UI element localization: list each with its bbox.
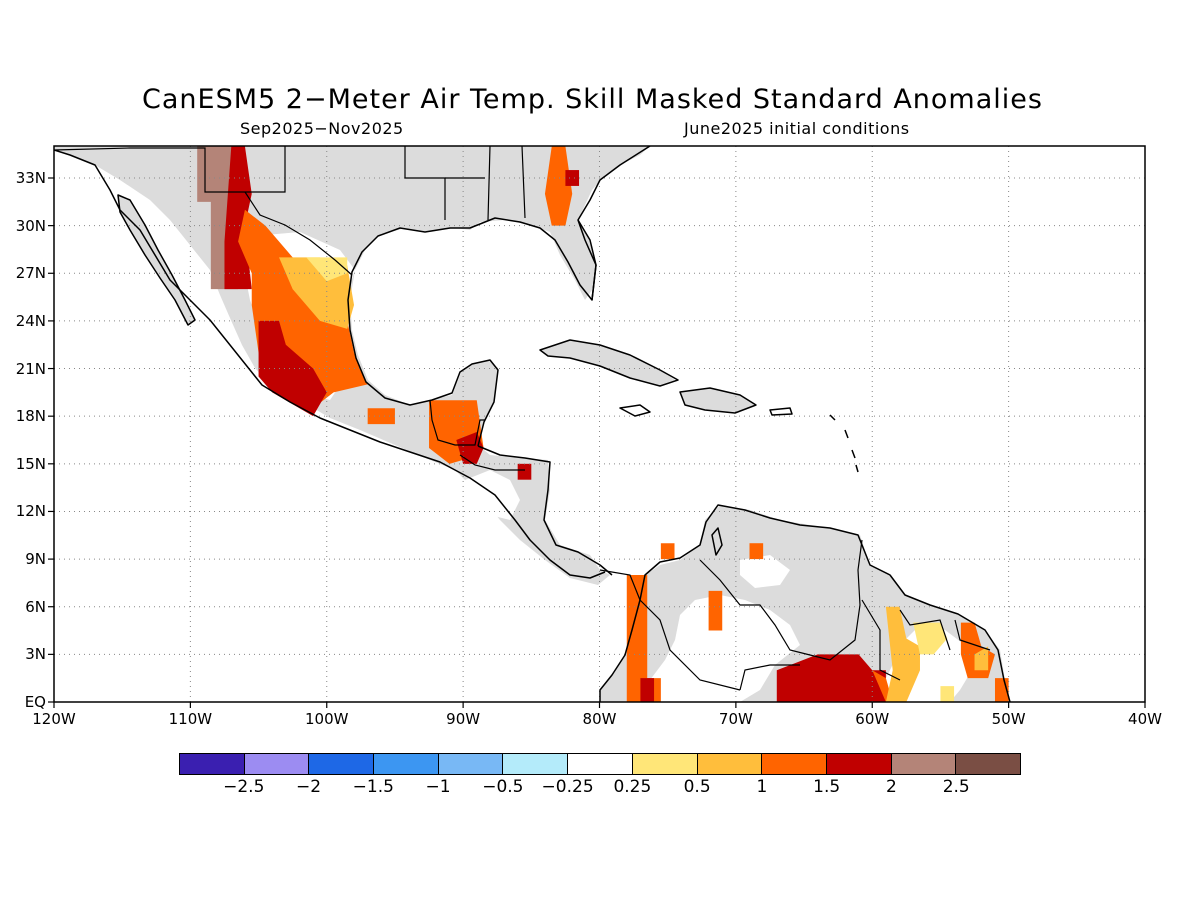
- colorbar-label: 0.25: [613, 777, 652, 797]
- cuba-land: [540, 340, 675, 385]
- anomaly-region: [626, 574, 661, 702]
- lon-tick-label: 110W: [168, 710, 213, 728]
- lat-tick-label: 15N: [15, 454, 46, 473]
- colorbar-swatch: [956, 754, 1020, 774]
- colorbar-swatch: [762, 754, 827, 774]
- colorbar-label: −0.5: [482, 777, 524, 797]
- forecast-period: Sep2025−Nov2025: [240, 119, 404, 138]
- lon-tick-label: 90W: [446, 710, 481, 728]
- anomaly-region: [749, 543, 764, 560]
- lon-tick-label: 120W: [32, 710, 76, 728]
- lat-tick-label: 33N: [15, 169, 46, 187]
- colorbar-label: 2.5: [942, 777, 970, 797]
- anomaly-region: [517, 463, 532, 480]
- lat-tick-label: 24N: [15, 311, 46, 330]
- colorbar-label: 2: [886, 777, 897, 797]
- initial-conditions: June2025 initial conditions: [684, 119, 910, 138]
- anomaly-region: [544, 146, 573, 226]
- lon-tick-label: 100W: [305, 710, 349, 728]
- colorbar-swatch: [632, 754, 698, 774]
- colorbar-label: 1.5: [813, 777, 841, 797]
- colorbar: [179, 753, 1021, 775]
- colorbar-swatch: [309, 754, 375, 774]
- anomaly-region: [456, 432, 484, 464]
- colorbar-label: −0.25: [541, 777, 594, 797]
- colorbar-label: −2: [296, 777, 322, 797]
- colorbar-swatch: [180, 754, 245, 774]
- anomaly-region: [708, 590, 723, 631]
- lat-tick-label: 21N: [15, 359, 46, 378]
- anomaly-region: [776, 654, 886, 702]
- lat-tick-label: 3N: [25, 645, 46, 664]
- colorbar-swatch: [244, 754, 310, 774]
- colorbar-swatch: [891, 754, 957, 774]
- anomaly-region: [913, 622, 948, 655]
- colorbar-label: −1: [425, 777, 451, 797]
- colorbar-swatch: [697, 754, 763, 774]
- anomaly-region: [660, 543, 675, 560]
- lon-tick-label: 70W: [718, 710, 753, 728]
- colorbar-swatch: [503, 754, 569, 774]
- colorbar-label: −2.5: [223, 777, 265, 797]
- lon-tick-label: 40W: [1128, 710, 1162, 728]
- colorbar-swatch: [826, 754, 892, 774]
- lat-tick-label: 27N: [15, 264, 46, 283]
- colorbar-label: 0.5: [683, 777, 711, 797]
- lat-tick-label: 12N: [15, 502, 46, 521]
- anomaly-region: [885, 606, 920, 702]
- lat-tick-label: 6N: [25, 597, 46, 616]
- anomaly-region: [367, 408, 395, 425]
- anomaly-region: [306, 257, 348, 282]
- anomaly-region: [640, 678, 655, 702]
- lat-tick-label: 18N: [15, 407, 46, 426]
- colorbar-label: 1: [756, 777, 768, 797]
- page-title: CanESM5 2−Meter Air Temp. Skill Masked S…: [142, 84, 1043, 115]
- lat-tick-label: 9N: [25, 550, 46, 569]
- anomaly-region: [565, 170, 580, 186]
- anomaly-region: [940, 686, 955, 702]
- anomaly-region: [872, 670, 893, 702]
- colorbar-swatch: [568, 754, 633, 774]
- lat-tick-label: EQ: [24, 693, 46, 711]
- anomaly-region: [258, 320, 327, 417]
- colorbar-label: −1.5: [352, 777, 394, 797]
- lon-tick-label: 80W: [582, 710, 617, 728]
- hispaniola-land: [680, 388, 755, 412]
- lat-tick-label: 30N: [15, 216, 46, 235]
- lon-tick-label: 50W: [991, 710, 1026, 728]
- lon-tick-label: 60W: [855, 710, 890, 728]
- colorbar-swatch: [374, 754, 439, 774]
- anomaly-region: [974, 646, 989, 671]
- colorbar-swatch: [438, 754, 504, 774]
